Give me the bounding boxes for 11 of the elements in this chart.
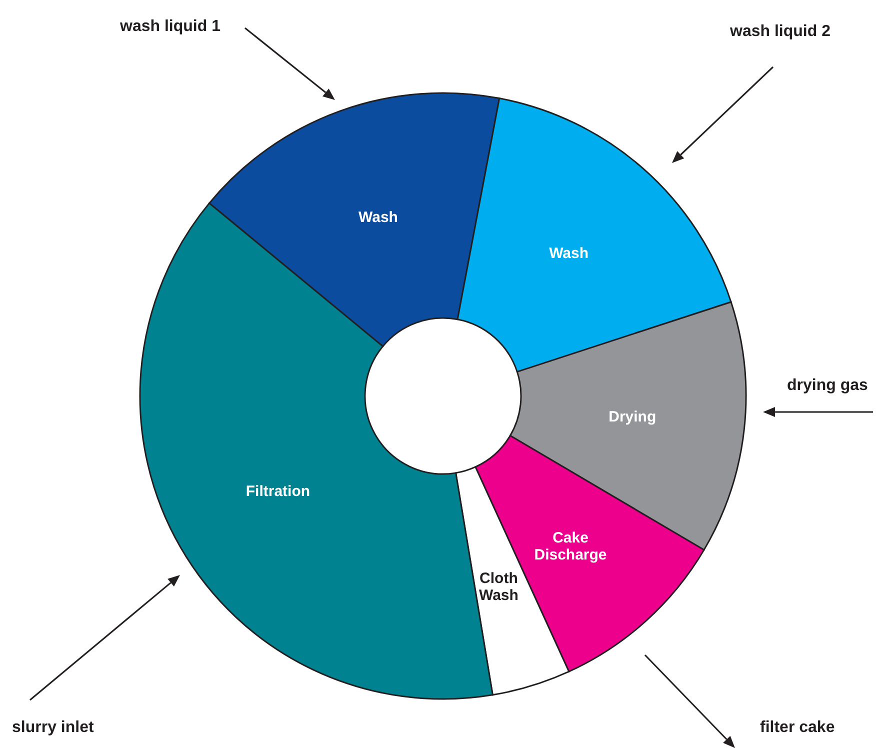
- text: wash liquid 2: [729, 23, 831, 40]
- slice-label: Wash: [358, 208, 398, 226]
- slice-label: Drying: [608, 408, 656, 426]
- slice-label: Cloth Wash: [478, 570, 518, 604]
- text: filter cake: [760, 719, 835, 736]
- text: drying gas: [787, 377, 868, 394]
- text: wash liquid 1: [119, 18, 221, 35]
- slice-label: Wash: [549, 244, 589, 262]
- slice-label: Filtration: [246, 483, 310, 500]
- slice-label: Cake Discharge: [534, 530, 607, 564]
- text: slurry inlet: [12, 719, 94, 736]
